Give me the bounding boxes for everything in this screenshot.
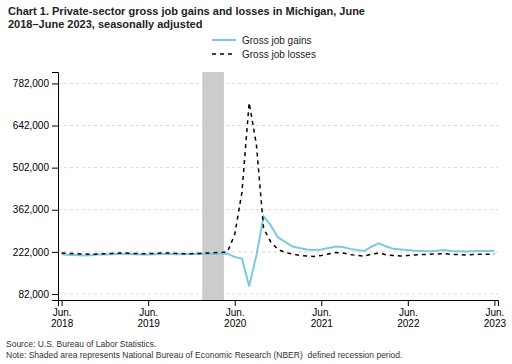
title-line: 2018–June 2023, seasonally adjusted [8, 18, 202, 30]
y-tick-label: 222,000 [13, 247, 50, 258]
tick-label-line: Jun. [139, 307, 158, 318]
source-line: Note: Shaded area represents National Bu… [6, 350, 402, 360]
tick-mark [52, 168, 58, 169]
grid-line [58, 167, 498, 168]
x-tick: Jun.2018 [51, 300, 74, 329]
x-axis: Jun.2018Jun.2019Jun.2020Jun.2021Jun.2022… [51, 300, 506, 329]
x-tick-label: Jun.2019 [138, 307, 161, 329]
y-tick-label: 82,000 [18, 289, 49, 300]
grid-line [58, 83, 498, 84]
x-tick-label: Jun.2018 [51, 307, 74, 329]
x-tick-label: Jun.2023 [484, 307, 507, 329]
x-tick: Jun.2019 [138, 300, 161, 329]
legend-item: Gross job gains [212, 35, 311, 46]
legend-label: Gross job gains [242, 35, 311, 46]
tick-label-line: 2018 [51, 318, 74, 329]
y-tick: 642,000 [13, 120, 58, 131]
title: Chart 1. Private-sector gross job gains … [8, 5, 365, 30]
tick-label-line: 2023 [484, 318, 507, 329]
tick-label-line: Jun. [485, 307, 504, 318]
chart: Chart 1. Private-sector gross job gains … [0, 0, 512, 364]
tick-mark [408, 300, 409, 306]
y-tick: 222,000 [13, 247, 58, 258]
tick-label-line: Jun. [399, 307, 418, 318]
legend-item: Gross job losses [212, 49, 316, 60]
grid-line [58, 293, 498, 294]
y-tick-label: 502,000 [13, 162, 50, 173]
legend-swatch [212, 53, 236, 55]
legend-label: Gross job losses [242, 49, 316, 60]
x-tick: Jun.2023 [484, 300, 507, 329]
tick-mark [62, 300, 63, 306]
x-tick: Jun.2020 [224, 300, 247, 329]
tick-label-line: Jun. [312, 307, 331, 318]
y-tick-label: 642,000 [13, 120, 50, 131]
x-tick: Jun.2021 [311, 300, 334, 329]
source-line: Source: U.S. Bureau of Labor Statistics. [6, 339, 156, 349]
tick-label-line: 2022 [397, 318, 420, 329]
x-tick-label: Jun.2022 [397, 307, 420, 329]
legend: Gross job gains Gross job losses [212, 35, 316, 60]
recession-shading [202, 72, 224, 300]
tick-mark [235, 300, 236, 306]
axis-line [52, 73, 59, 301]
title-line: Chart 1. Private-sector gross job gains … [8, 5, 365, 17]
tick-label-line: 2020 [224, 318, 247, 329]
axis-line [59, 301, 499, 307]
series-line [62, 216, 495, 286]
x-tick: Jun.2022 [397, 300, 420, 329]
tick-mark [321, 300, 322, 306]
y-tick: 362,000 [13, 204, 58, 215]
tick-label-line: Jun. [53, 307, 72, 318]
y-tick: 782,000 [13, 78, 58, 89]
y-tick-label: 782,000 [13, 78, 50, 89]
y-tick-label: 362,000 [13, 204, 50, 215]
tick-mark [148, 300, 149, 306]
grid [58, 83, 498, 294]
y-tick: 82,000 [18, 289, 58, 300]
tick-label-line: Jun. [226, 307, 245, 318]
y-axis: 82,000 222,000 362,000 502,000 642,000 782,00… [13, 73, 59, 301]
plot-area [62, 72, 495, 300]
tick-label-line: 2021 [311, 318, 334, 329]
tick-mark [52, 252, 58, 253]
tick-mark [52, 83, 58, 84]
tick-label-line: 2019 [138, 318, 161, 329]
tick-mark [52, 126, 58, 127]
grid-line [58, 125, 498, 126]
x-tick-label: Jun.2020 [224, 307, 247, 329]
legend-swatch [212, 39, 236, 41]
grid-line [58, 209, 498, 210]
x-tick-label: Jun.2021 [311, 307, 334, 329]
tick-mark [52, 294, 58, 295]
tick-mark [494, 300, 495, 306]
tick-mark [52, 210, 58, 211]
series-line [62, 103, 495, 257]
y-tick: 502,000 [13, 162, 58, 173]
source-note: Source: U.S. Bureau of Labor Statistics.… [6, 339, 402, 360]
